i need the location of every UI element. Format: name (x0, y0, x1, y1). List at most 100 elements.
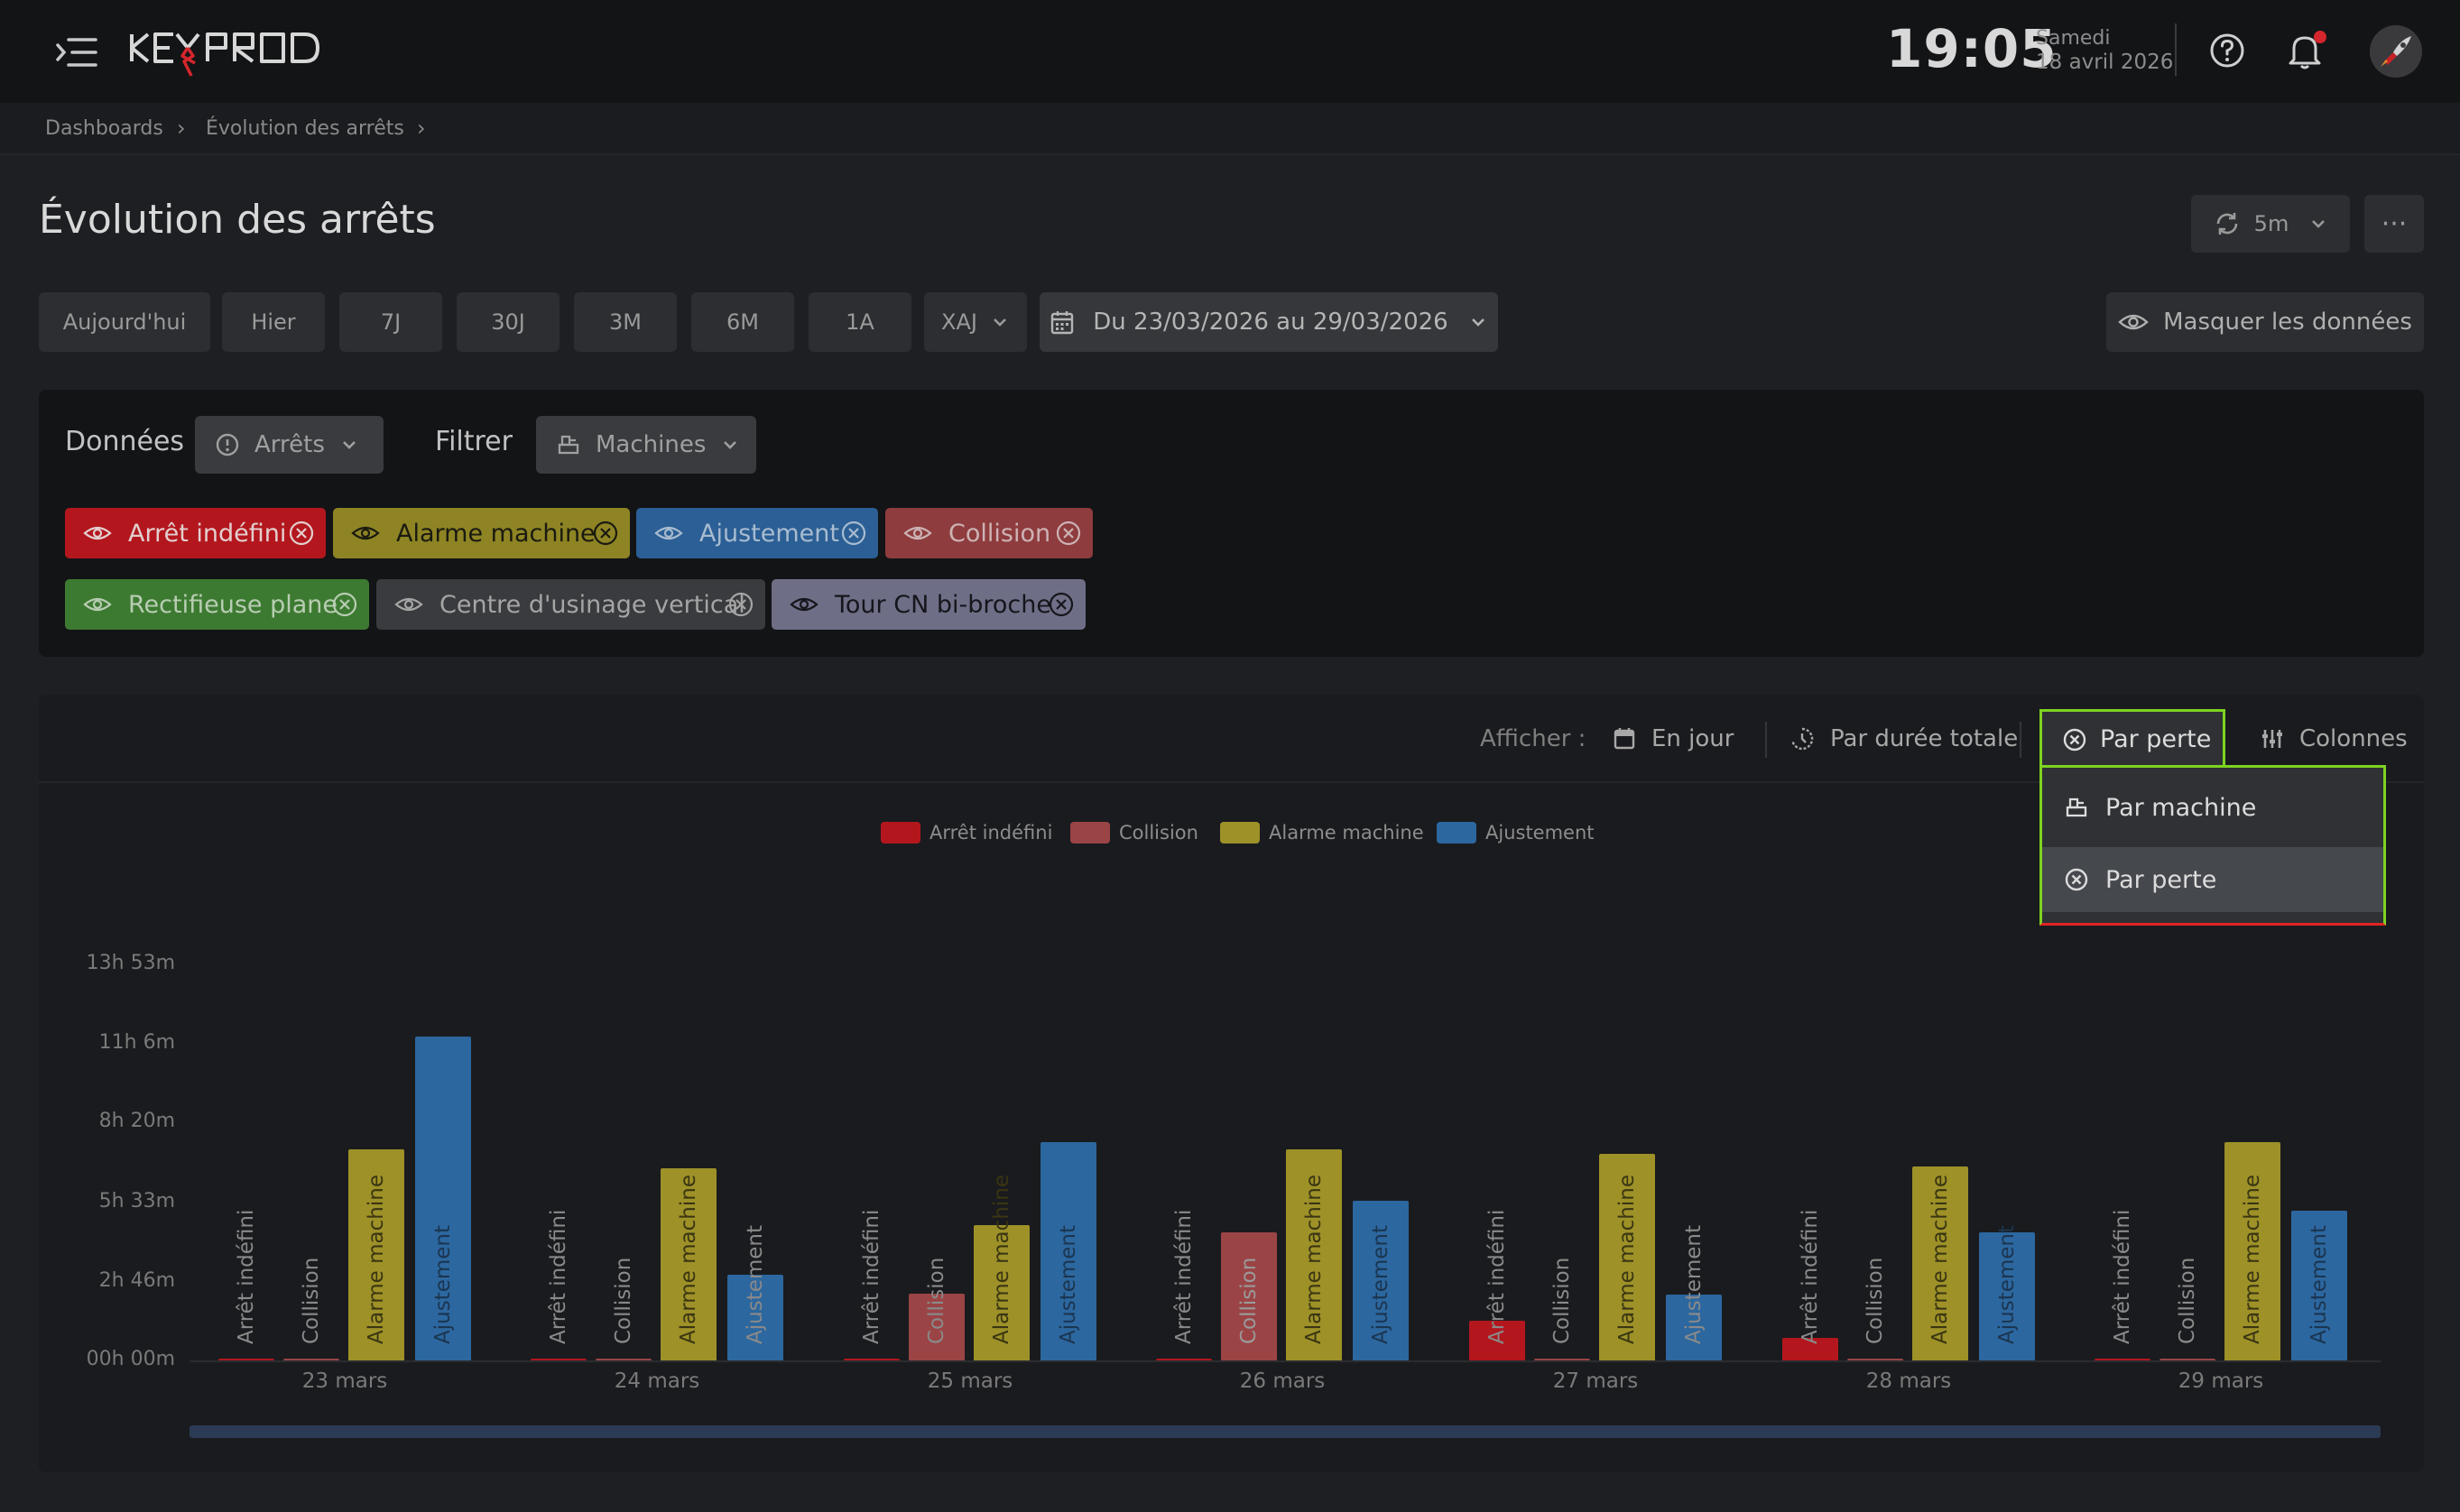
keyprod-logo[interactable] (128, 25, 327, 79)
user-avatar[interactable] (2370, 25, 2422, 78)
y-axis-tick-label: 11h 6m (98, 1031, 175, 1054)
chart-bar[interactable] (1599, 1153, 1655, 1360)
notification-badge (2314, 31, 2326, 43)
period-xaj-label: XAJ (941, 309, 977, 335)
close-circle-icon[interactable] (288, 520, 315, 547)
chart-bar[interactable] (531, 1359, 587, 1360)
bar-value-label: Ajustement (1995, 1224, 2019, 1344)
chart-bar[interactable] (1847, 1359, 1903, 1360)
chart-bar[interactable] (2224, 1142, 2280, 1360)
close-circle-icon[interactable] (1055, 520, 1082, 547)
chart-bar[interactable] (2159, 1359, 2215, 1360)
menu-item-par-perte[interactable]: Par perte (2042, 847, 2383, 912)
period-30j-button[interactable]: 30J (457, 292, 560, 352)
date-range-picker[interactable]: Du 23/03/2026 au 29/03/2026 (1040, 292, 1498, 352)
breadcrumb-current[interactable]: Évolution des arrêts (206, 117, 404, 140)
chart-bar[interactable] (974, 1224, 1030, 1360)
x-axis-tick-label: 23 mars (301, 1369, 388, 1393)
chip-centre-usinage-vertical[interactable]: Centre d'usinage vertical (376, 579, 765, 630)
bar-value-label: Ajustement (2307, 1224, 2331, 1344)
bar-value-label: Collision (612, 1257, 635, 1344)
display-duration-button[interactable]: Par durée totale (1789, 711, 2018, 767)
chip-collision[interactable]: Collision (885, 508, 1093, 558)
y-axis-tick-label: 13h 53m (86, 952, 175, 974)
close-circle-icon[interactable] (592, 520, 619, 547)
close-circle-icon[interactable] (727, 591, 754, 618)
period-yesterday-button[interactable]: Hier (222, 292, 325, 352)
chart-bar[interactable] (218, 1359, 274, 1360)
eye-icon[interactable] (83, 523, 112, 543)
chart-bar[interactable] (2291, 1210, 2347, 1360)
bar-value-label: Arrêt indéfini (2111, 1209, 2134, 1344)
chart-bar[interactable] (1156, 1359, 1212, 1360)
chip-tour-cn-bi-broche[interactable]: Tour CN bi-broche (772, 579, 1086, 630)
chip-alarme-machine[interactable]: Alarme machine (333, 508, 630, 558)
close-circle-icon[interactable] (331, 591, 358, 618)
chart-bar[interactable] (1353, 1200, 1409, 1360)
legend-item-alarme-machine[interactable]: Alarme machine (1220, 821, 1424, 844)
close-circle-icon[interactable] (1048, 591, 1075, 618)
machine-icon (558, 435, 579, 455)
chart-bar[interactable] (661, 1167, 717, 1360)
legend-swatch (881, 822, 920, 844)
menu-item-par-machine[interactable]: Par machine (2042, 775, 2383, 840)
menu-toggle-icon[interactable] (54, 34, 101, 70)
eye-icon[interactable] (903, 523, 932, 543)
chart-bar[interactable] (1040, 1142, 1096, 1360)
legend-item-collision[interactable]: Collision (1070, 821, 1198, 844)
period-6m-button[interactable]: 6M (691, 292, 794, 352)
chart-bar[interactable] (1666, 1295, 1722, 1360)
chart-bar[interactable] (909, 1293, 965, 1360)
eye-icon[interactable] (83, 595, 112, 614)
legend-item-ajustement[interactable]: Ajustement (1437, 821, 1595, 844)
breadcrumb-chevron-icon: › (417, 115, 426, 141)
chart-bar[interactable] (1534, 1359, 1590, 1360)
chart-bar[interactable] (1979, 1231, 2035, 1360)
display-day-button[interactable]: En jour (1612, 711, 1734, 767)
close-circle-icon[interactable] (840, 520, 867, 547)
refresh-interval-label: 5m (2253, 211, 2289, 236)
chart-bar[interactable] (283, 1359, 339, 1360)
eye-icon[interactable] (790, 595, 818, 614)
eye-icon[interactable] (394, 595, 423, 614)
chart-bar[interactable] (1782, 1337, 1838, 1360)
data-type-dropdown[interactable]: Arrêts (195, 416, 384, 474)
chart-bar[interactable] (415, 1037, 471, 1360)
legend-item-arret-indefini[interactable]: Arrêt indéfini (881, 821, 1052, 844)
chart-bar[interactable] (727, 1275, 783, 1360)
chart-bar[interactable] (596, 1359, 652, 1360)
data-type-label: Arrêts (254, 431, 325, 458)
chart-bar[interactable] (2095, 1359, 2150, 1360)
legend-swatch (1220, 822, 1260, 844)
filter-type-dropdown[interactable]: Machines (536, 416, 756, 474)
columns-icon (2262, 730, 2282, 748)
machine-icon (2066, 797, 2087, 817)
period-7j-button[interactable]: 7J (339, 292, 442, 352)
chart-bar[interactable] (1469, 1320, 1525, 1360)
eye-icon[interactable] (351, 523, 380, 543)
chip-ajustement[interactable]: Ajustement (636, 508, 878, 558)
breadcrumb-dashboards[interactable]: Dashboards (45, 117, 163, 140)
notification-bell-icon[interactable] (2287, 31, 2323, 70)
period-3m-button[interactable]: 3M (574, 292, 677, 352)
chart-scrollbar[interactable] (190, 1425, 2381, 1438)
chart-bar[interactable] (844, 1359, 900, 1360)
date-range-label: Du 23/03/2026 au 29/03/2026 (1093, 309, 1448, 336)
columns-button[interactable]: Colonnes (2260, 711, 2408, 767)
auto-refresh-dropdown[interactable]: 5m (2191, 195, 2350, 253)
help-icon[interactable] (2209, 32, 2245, 69)
chart-bar[interactable] (1221, 1231, 1277, 1360)
chart-bar[interactable] (1912, 1166, 1968, 1360)
period-1a-button[interactable]: 1A (809, 292, 911, 352)
display-by-loss-button[interactable]: Par perte (2039, 709, 2225, 767)
period-xaj-dropdown[interactable]: XAJ (924, 292, 1027, 352)
more-options-button[interactable]: ··· (2364, 195, 2424, 253)
chip-arret-indefini[interactable]: Arrêt indéfini (65, 508, 326, 558)
bar-value-label: Arrêt indéfini (235, 1209, 258, 1344)
period-today-button[interactable]: Aujourd'hui (39, 292, 210, 352)
chart-bar[interactable] (1286, 1149, 1342, 1360)
hide-data-button[interactable]: Masquer les données (2106, 292, 2424, 352)
chip-rectifieuse-plane[interactable]: Rectifieuse plane (65, 579, 369, 630)
eye-icon[interactable] (654, 523, 683, 543)
chart-bar[interactable] (348, 1149, 404, 1360)
